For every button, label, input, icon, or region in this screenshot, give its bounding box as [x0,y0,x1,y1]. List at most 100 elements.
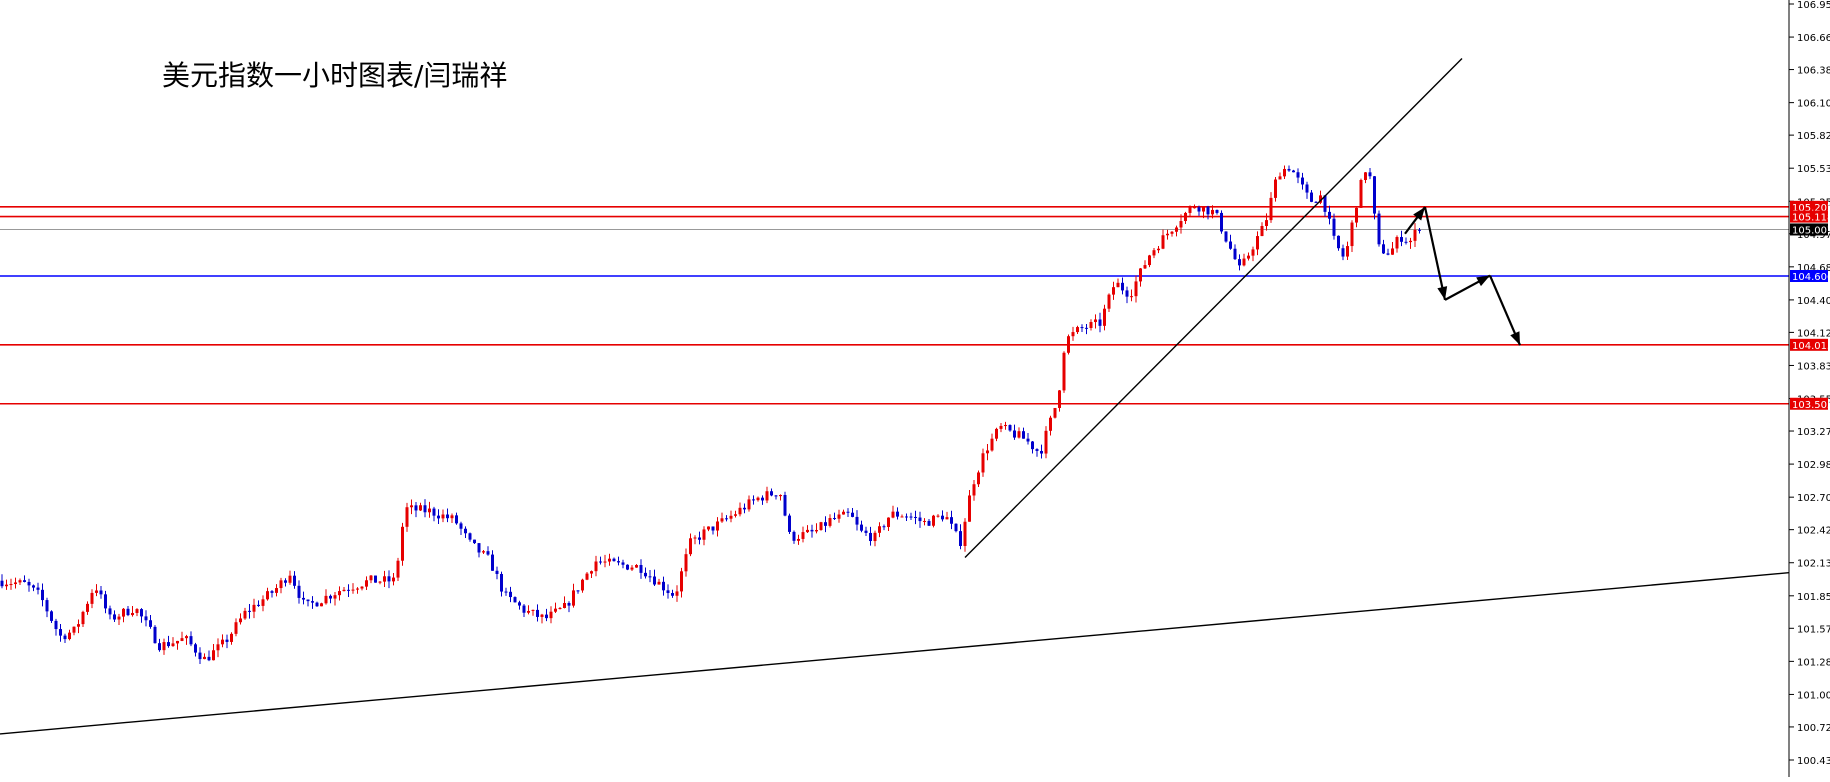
candle-body [1251,249,1255,256]
candlesticks [0,165,1421,664]
candle-body [1134,281,1138,297]
candle-body [779,494,782,497]
candle-body [369,575,373,581]
candle-body [1283,168,1286,177]
candle-body [954,523,958,532]
candle-body [441,514,445,519]
candle-body [900,516,904,518]
candle-body [77,624,80,627]
candle-body [1130,296,1133,298]
candle-body [1413,229,1417,241]
candle-body [225,639,229,642]
candle-body [1148,255,1151,266]
level-label: 105.118 [1792,213,1830,224]
path-arrowhead [1413,207,1425,221]
candle-body [351,589,355,591]
candle-body [135,609,139,613]
candle-body [36,587,40,590]
trend-line-rising-support [964,58,1463,559]
candle-body [356,588,359,590]
candle-body [702,529,706,540]
candle-body [576,590,580,592]
candle-body [315,602,319,607]
candle-body [198,652,202,660]
candle-body [45,600,49,612]
candle-body [1157,248,1160,251]
candle-body [1296,172,1300,178]
candle-body [1044,430,1048,454]
candle-body [5,584,8,587]
candle-body [671,593,674,596]
candle-body [41,589,44,601]
candle-body [1274,179,1277,198]
axis-tick-label: 106.665 [1797,33,1830,44]
candle-body [1292,170,1295,173]
candle-body [207,656,211,661]
candle-body [698,537,701,540]
candle-body [509,591,512,598]
candle-body [72,626,76,633]
candle-body [810,529,814,532]
candle-body [437,515,440,519]
candle-body [284,580,287,583]
candle-body [761,497,764,501]
candle-body [270,591,274,593]
candle-body [1269,197,1273,221]
candle-body [653,576,656,585]
axis-tick-label: 104.120 [1797,328,1830,339]
candle-body [180,638,184,641]
candle-body [99,590,103,595]
candle-body [423,505,427,513]
candle-body [617,561,620,563]
level-tag [1790,269,1828,282]
level-label: 103.505 [1792,400,1830,411]
candle-body [1049,417,1052,431]
candle-body [864,530,868,533]
candle-body [473,539,476,544]
candle-body [1139,268,1142,282]
candle-body [419,505,422,511]
level-label: 104.606 [1792,272,1830,283]
candle-body [230,633,233,642]
candle-body [792,531,796,541]
level-tag [1790,397,1828,410]
candle-body [194,644,197,653]
candle-body [1224,231,1228,242]
candle-body [266,591,269,600]
candle-body [549,611,553,619]
candle-body [239,618,242,623]
candle-body [482,551,485,553]
candle-body [1328,211,1331,219]
candle-body [1026,438,1030,442]
axis-tick-label: 103.270 [1797,427,1830,438]
candle-body [977,472,980,485]
candle-body [644,572,647,577]
candle-body [1116,282,1120,288]
candle-body [833,518,836,520]
candle-body [693,537,697,539]
candle-body [707,526,710,530]
candle-body [126,608,130,616]
candle-body [806,529,809,533]
candle-body [90,592,94,604]
candle-body [1017,431,1021,438]
candle-body [959,531,962,546]
candle-body [932,515,935,526]
candle-body [117,616,121,620]
axis-tick-label: 100.435 [1797,756,1830,767]
candle-body [923,520,926,522]
candle-body [1062,352,1066,391]
candle-body [212,650,215,661]
candle-body [914,516,917,518]
candle-body [927,520,931,526]
path-segment [1423,206,1447,301]
candle-body [1211,209,1214,215]
candle-body [383,576,386,582]
candle-body [189,636,193,645]
candle-body [50,611,53,621]
candle-body [896,511,899,517]
axis-tick-label: 101.570 [1797,624,1830,635]
path-arrowhead [1510,331,1520,346]
candle-body [1107,294,1111,309]
